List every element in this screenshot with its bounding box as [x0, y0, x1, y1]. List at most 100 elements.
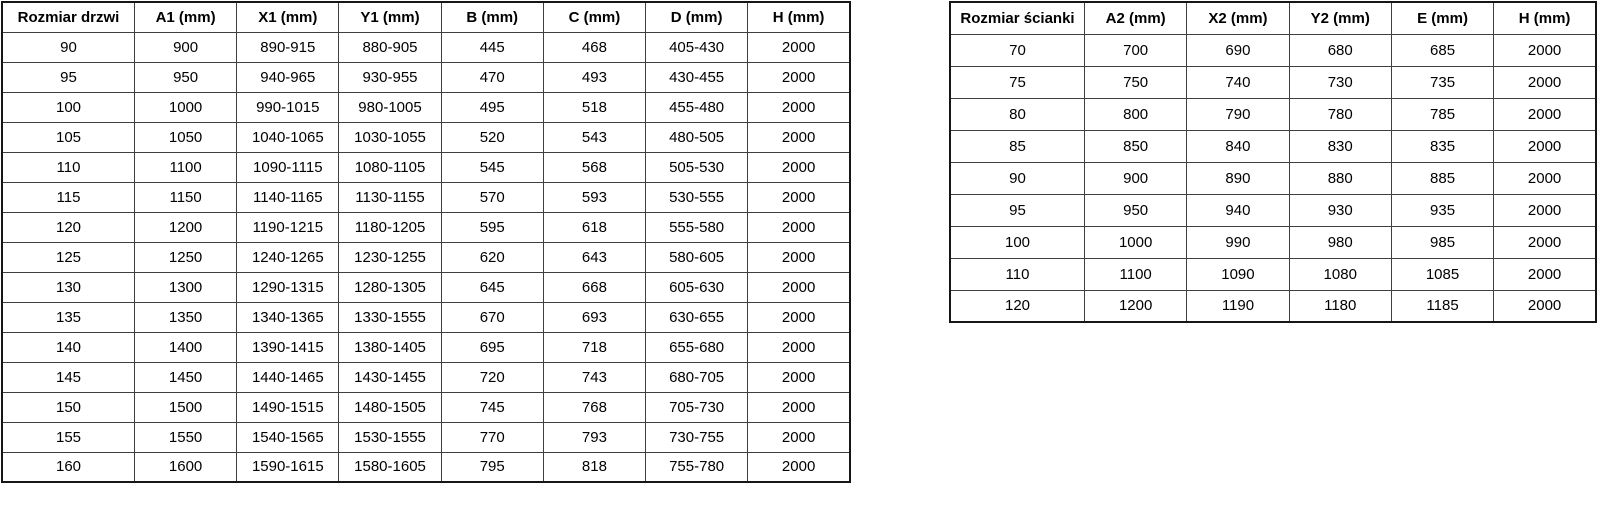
table-cell: 1200	[133, 211, 238, 243]
table-cell: 105	[1, 121, 135, 153]
table-cell: 1180	[1288, 289, 1392, 323]
column-header: H (mm)	[747, 1, 851, 33]
table-row: 120 1200 1190 1180 1185 2000	[949, 289, 1597, 323]
table-cell: 670	[440, 301, 544, 333]
table-row: 125 1250 1240-1265 1230-1255 620 643 580-605 20…	[1, 241, 851, 273]
column-header: B (mm)	[440, 1, 544, 33]
table-cell: 2000	[747, 181, 851, 213]
table-cell: 1430-1455	[338, 361, 442, 393]
table-row: 115 1150 1140-1165 1130-1155 570 593 530-555 20…	[1, 181, 851, 213]
table-cell: 1080	[1288, 257, 1392, 291]
table-cell: 685	[1390, 33, 1495, 67]
table-cell: 750	[1083, 65, 1188, 99]
table-cell: 793	[542, 421, 647, 453]
table-cell: 680-705	[645, 361, 749, 393]
table-row: 140 1400 1390-1415 1380-1405 695 718 655-680 20…	[1, 331, 851, 363]
table-cell: 2000	[747, 301, 851, 333]
table-cell: 985	[1390, 225, 1495, 259]
table-cell: 840	[1186, 129, 1290, 163]
door-sizes-table: Rozmiar drzwi A1 (mm) X1 (mm) Y1 (mm) B (mm)…	[1, 1, 851, 483]
table-cell: 1340-1365	[236, 301, 340, 333]
header-row: Rozmiar drzwi A1 (mm) X1 (mm) Y1 (mm) B (mm)…	[1, 1, 851, 33]
table-cell: 885	[1390, 161, 1495, 195]
table-cell: 695	[440, 331, 544, 363]
table-cell: 800	[1083, 97, 1188, 131]
table-cell: 90	[1, 31, 135, 63]
table-cell: 1200	[1083, 289, 1188, 323]
table-row: 75 750 740 730 735 2000	[949, 65, 1597, 99]
table-row: 90 900 890 880 885 2000	[949, 161, 1597, 195]
table-cell: 80	[949, 97, 1085, 131]
column-header: A2 (mm)	[1083, 1, 1188, 35]
table-cell: 880	[1288, 161, 1392, 195]
table-cell: 1490-1515	[236, 391, 340, 423]
table-cell: 520	[440, 121, 544, 153]
table-row: 145 1450 1440-1465 1430-1455 720 743 680-705 20…	[1, 361, 851, 393]
table-cell: 430-455	[645, 61, 749, 93]
table-cell: 768	[542, 391, 647, 423]
table-cell: 930	[1288, 193, 1392, 227]
table-cell: 730	[1288, 65, 1392, 99]
table-cell: 2000	[747, 61, 851, 93]
column-header: X1 (mm)	[236, 1, 340, 33]
table-cell: 743	[542, 361, 647, 393]
table-cell: 980-1005	[338, 91, 442, 123]
table-cell: 155	[1, 421, 135, 453]
table-cell: 405-430	[645, 31, 749, 63]
column-header: X2 (mm)	[1186, 1, 1290, 35]
table-cell: 2000	[747, 121, 851, 153]
table-cell: 2000	[1493, 161, 1597, 195]
table-cell: 120	[949, 289, 1085, 323]
table-cell: 75	[949, 65, 1085, 99]
table-cell: 593	[542, 181, 647, 213]
table-cell: 850	[1083, 129, 1188, 163]
table-row: 95 950 940-965 930-955 470 493 430-455 2000	[1, 61, 851, 93]
table-cell: 900	[133, 31, 238, 63]
table-cell: 125	[1, 241, 135, 273]
header-row: Rozmiar ścianki A2 (mm) X2 (mm) Y2 (mm) E (m…	[949, 1, 1597, 35]
table-cell: 668	[542, 271, 647, 303]
table-cell: 1380-1405	[338, 331, 442, 363]
table-cell: 940-965	[236, 61, 340, 93]
table-cell: 880-905	[338, 31, 442, 63]
table-cell: 1090	[1186, 257, 1290, 291]
table-cell: 1500	[133, 391, 238, 423]
table-cell: 1290-1315	[236, 271, 340, 303]
table-row: 95 950 940 930 935 2000	[949, 193, 1597, 227]
table-row: 100 1000 990-1015 980-1005 495 518 455-480 2000	[1, 91, 851, 123]
table-cell: 705-730	[645, 391, 749, 423]
table-cell: 493	[542, 61, 647, 93]
table-cell: 1240-1265	[236, 241, 340, 273]
table-row: 110 1100 1090-1115 1080-1105 545 568 505-530 20…	[1, 151, 851, 183]
table-cell: 2000	[747, 451, 851, 483]
table-cell: 2000	[1493, 129, 1597, 163]
table-cell: 150	[1, 391, 135, 423]
table-cell: 555-580	[645, 211, 749, 243]
table-row: 80 800 790 780 785 2000	[949, 97, 1597, 131]
table-cell: 1190	[1186, 289, 1290, 323]
table-cell: 1000	[133, 91, 238, 123]
table-cell: 568	[542, 151, 647, 183]
table-cell: 795	[440, 451, 544, 483]
table-cell: 1400	[133, 331, 238, 363]
table-cell: 2000	[1493, 193, 1597, 227]
table-row: 90 900 890-915 880-905 445 468 405-430 2000	[1, 31, 851, 63]
table-row: 105 1050 1040-1065 1030-1055 520 543 480-505 20…	[1, 121, 851, 153]
table-cell: 1600	[133, 451, 238, 483]
table-cell: 2000	[747, 391, 851, 423]
table-cell: 595	[440, 211, 544, 243]
table-row: 130 1300 1290-1315 1280-1305 645 668 605-630 20…	[1, 271, 851, 303]
table-cell: 2000	[1493, 257, 1597, 291]
table-cell: 1350	[133, 301, 238, 333]
table-cell: 1100	[133, 151, 238, 183]
table-cell: 130	[1, 271, 135, 303]
table-cell: 700	[1083, 33, 1188, 67]
column-header: D (mm)	[645, 1, 749, 33]
table-row: 135 1350 1340-1365 1330-1555 670 693 630-655 20…	[1, 301, 851, 333]
table-cell: 1280-1305	[338, 271, 442, 303]
table-cell: 100	[1, 91, 135, 123]
table-cell: 110	[949, 257, 1085, 291]
table-cell: 1190-1215	[236, 211, 340, 243]
table-cell: 780	[1288, 97, 1392, 131]
